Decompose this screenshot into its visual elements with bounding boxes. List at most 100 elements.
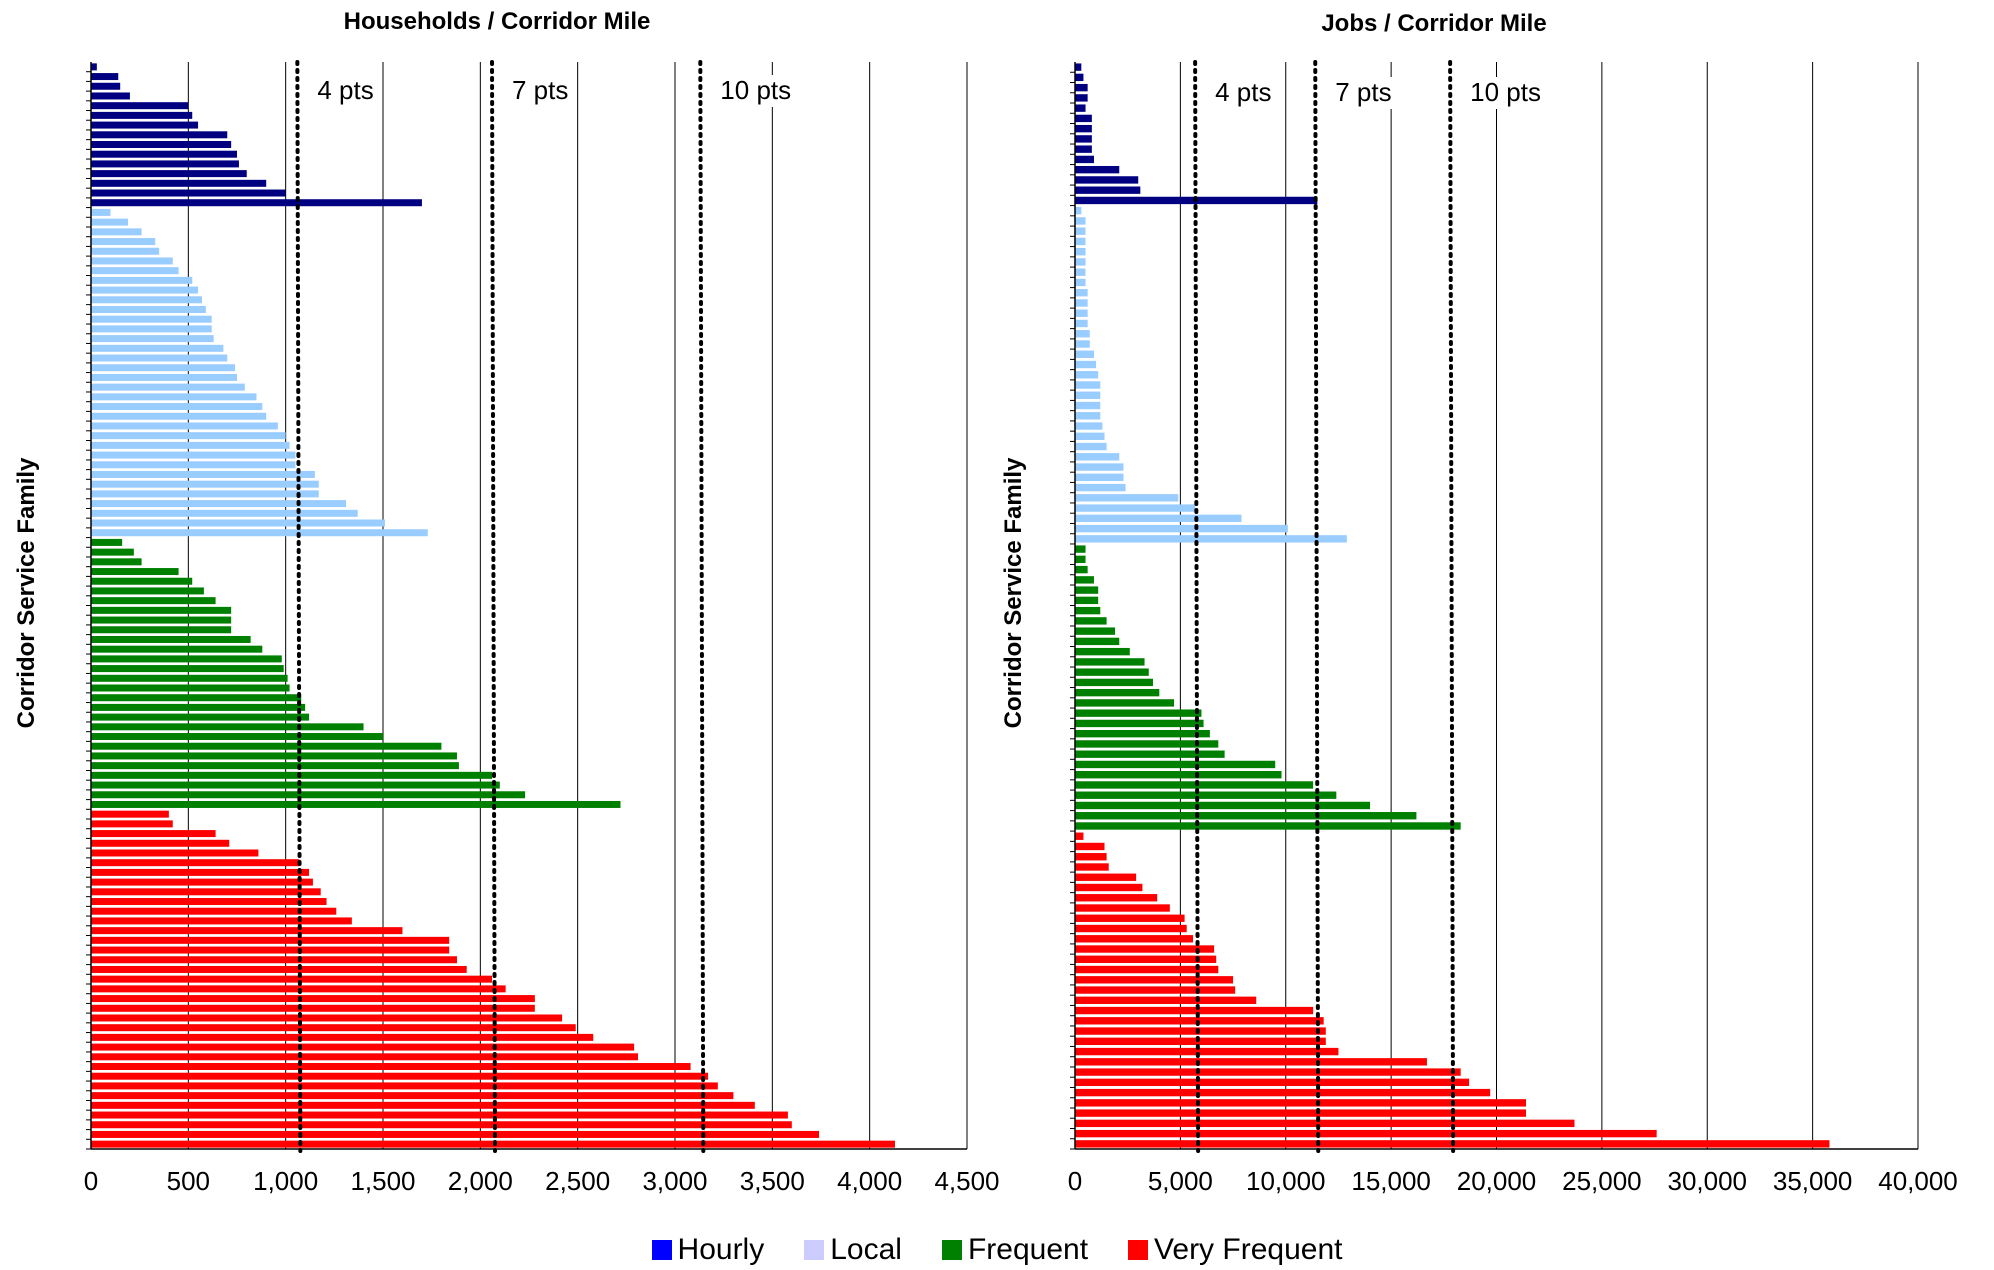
households-bar-hourly xyxy=(91,199,422,207)
households-bar-very-frequent xyxy=(91,1140,895,1148)
households-bar-very-frequent xyxy=(91,1033,594,1041)
jobs-bar-local xyxy=(1075,207,1082,215)
jobs-bar-hourly xyxy=(1075,155,1094,164)
households-bar-hourly xyxy=(91,179,267,187)
jobs-bar-hourly xyxy=(1075,135,1092,143)
jobs-bar-very-frequent xyxy=(1075,986,1236,994)
households-bar-local xyxy=(91,383,245,391)
households-bar-frequent xyxy=(91,723,364,731)
legend-item-hourly: Hourly xyxy=(651,1233,765,1267)
jobs-bar-local xyxy=(1075,401,1101,410)
households-bar-local xyxy=(91,480,319,488)
households-bar-local xyxy=(91,228,142,236)
households-bar-local xyxy=(91,519,385,527)
households-bar-very-frequent xyxy=(91,878,313,886)
households-bar-very-frequent xyxy=(91,975,493,983)
households-bar-local xyxy=(91,403,263,411)
households-bar-hourly xyxy=(91,102,189,110)
jobs-bar-local xyxy=(1075,258,1086,266)
jobs-bar-very-frequent xyxy=(1075,1027,1326,1035)
legend-label-hourly: Hourly xyxy=(677,1233,765,1266)
households-bar-frequent xyxy=(91,674,288,682)
jobs-bar-frequent xyxy=(1075,760,1276,769)
jobs-threshold-label-bg xyxy=(1464,77,1547,109)
jobs-bar-very-frequent xyxy=(1075,996,1257,1004)
jobs-bar-hourly xyxy=(1075,176,1139,184)
households-bar-frequent xyxy=(91,791,526,799)
households-threshold-line xyxy=(698,60,706,1153)
households-threshold-label: 7 pts xyxy=(512,75,568,105)
jobs-bar-hourly xyxy=(1075,114,1092,123)
households-bar-frequent xyxy=(91,616,232,624)
households-bar-local xyxy=(91,344,224,352)
jobs-bar-frequent xyxy=(1075,606,1101,615)
jobs-x-tick-label: 0 xyxy=(1068,1166,1082,1196)
households-bar-very-frequent xyxy=(91,1121,792,1129)
jobs-plot-area: 0 5,000 10,000 15,000 20,000 25,000 30,000 35,0… xyxy=(1068,60,1958,1196)
households-x-tick-label: 500 xyxy=(167,1166,210,1196)
households-bar-frequent xyxy=(91,587,204,595)
jobs-x-tick-label: 15,000 xyxy=(1351,1166,1431,1196)
jobs-bar-local xyxy=(1075,524,1288,533)
households-bar-local xyxy=(91,247,160,255)
legend-label-frequent: Frequent xyxy=(967,1233,1089,1266)
households-bar-very-frequent xyxy=(91,830,216,838)
households-bar-frequent xyxy=(91,684,290,692)
jobs-bar-very-frequent xyxy=(1075,924,1187,933)
households-bar-local xyxy=(91,257,173,265)
jobs-bar-very-frequent xyxy=(1075,1037,1326,1046)
households-bar-hourly xyxy=(91,189,286,197)
jobs-threshold-label: 7 pts xyxy=(1335,77,1391,107)
households-bar-very-frequent xyxy=(91,849,259,857)
households-bar-local xyxy=(91,373,237,381)
households-x-tick-label: 0 xyxy=(84,1166,98,1196)
households-bar-very-frequent xyxy=(91,1053,639,1061)
households-bar-frequent xyxy=(91,713,310,721)
jobs-bar-frequent xyxy=(1075,617,1107,625)
households-bar-very-frequent xyxy=(91,956,457,964)
households-bar-very-frequent xyxy=(91,1014,563,1022)
households-bar-local xyxy=(91,238,156,246)
households-bar-very-frequent xyxy=(91,810,169,818)
jobs-bar-local xyxy=(1075,227,1086,235)
households-bar-frequent xyxy=(91,597,216,605)
households-bar-very-frequent xyxy=(91,1063,691,1070)
jobs-bar-frequent xyxy=(1075,781,1314,789)
households-chart-title: Households / Corridor Mile xyxy=(344,8,651,35)
jobs-x-tick-label: 40,000 xyxy=(1878,1166,1958,1196)
households-x-tick-label: 4,000 xyxy=(837,1166,902,1196)
households-bar-frequent xyxy=(91,703,306,711)
jobs-x-tick-label: 25,000 xyxy=(1562,1166,1642,1196)
jobs-bar-local xyxy=(1075,330,1090,338)
households-bar-very-frequent xyxy=(91,898,327,906)
households-x-tick-label: 3,500 xyxy=(740,1166,805,1196)
jobs-bar-local xyxy=(1075,432,1105,440)
jobs-chart-title: Jobs / Corridor Mile xyxy=(1321,10,1546,37)
households-bar-very-frequent xyxy=(91,927,403,935)
households-chart: Households / Corridor Mile Corridor Serv… xyxy=(13,8,1000,1196)
jobs-bar-very-frequent xyxy=(1075,1047,1339,1056)
households-threshold-label: 4 pts xyxy=(317,75,373,105)
households-threshold-label-bg xyxy=(311,75,380,107)
jobs-bar-local xyxy=(1075,371,1099,379)
households-threshold-label-bg xyxy=(714,75,798,107)
households-bar-very-frequent xyxy=(91,1082,718,1090)
households-bar-local xyxy=(91,305,206,313)
households-x-tick-label: 2,500 xyxy=(545,1166,610,1196)
households-x-tick-label: 1,500 xyxy=(350,1166,415,1196)
households-bar-local xyxy=(91,461,296,469)
households-bar-hourly xyxy=(91,170,247,178)
households-bar-local xyxy=(91,412,267,420)
households-bar-very-frequent xyxy=(91,995,535,1003)
households-threshold-label-bg xyxy=(506,75,575,107)
jobs-bar-local xyxy=(1075,319,1088,328)
jobs-bar-local xyxy=(1075,412,1101,420)
households-bar-hourly xyxy=(91,82,121,90)
households-bar-local xyxy=(91,267,179,275)
households-bar-very-frequent xyxy=(91,1092,734,1100)
jobs-threshold-line xyxy=(1448,60,1456,1153)
jobs-bar-local xyxy=(1075,453,1120,461)
jobs-bar-very-frequent xyxy=(1075,1099,1527,1107)
households-bar-very-frequent xyxy=(91,1130,820,1138)
households-bar-local xyxy=(91,296,202,304)
